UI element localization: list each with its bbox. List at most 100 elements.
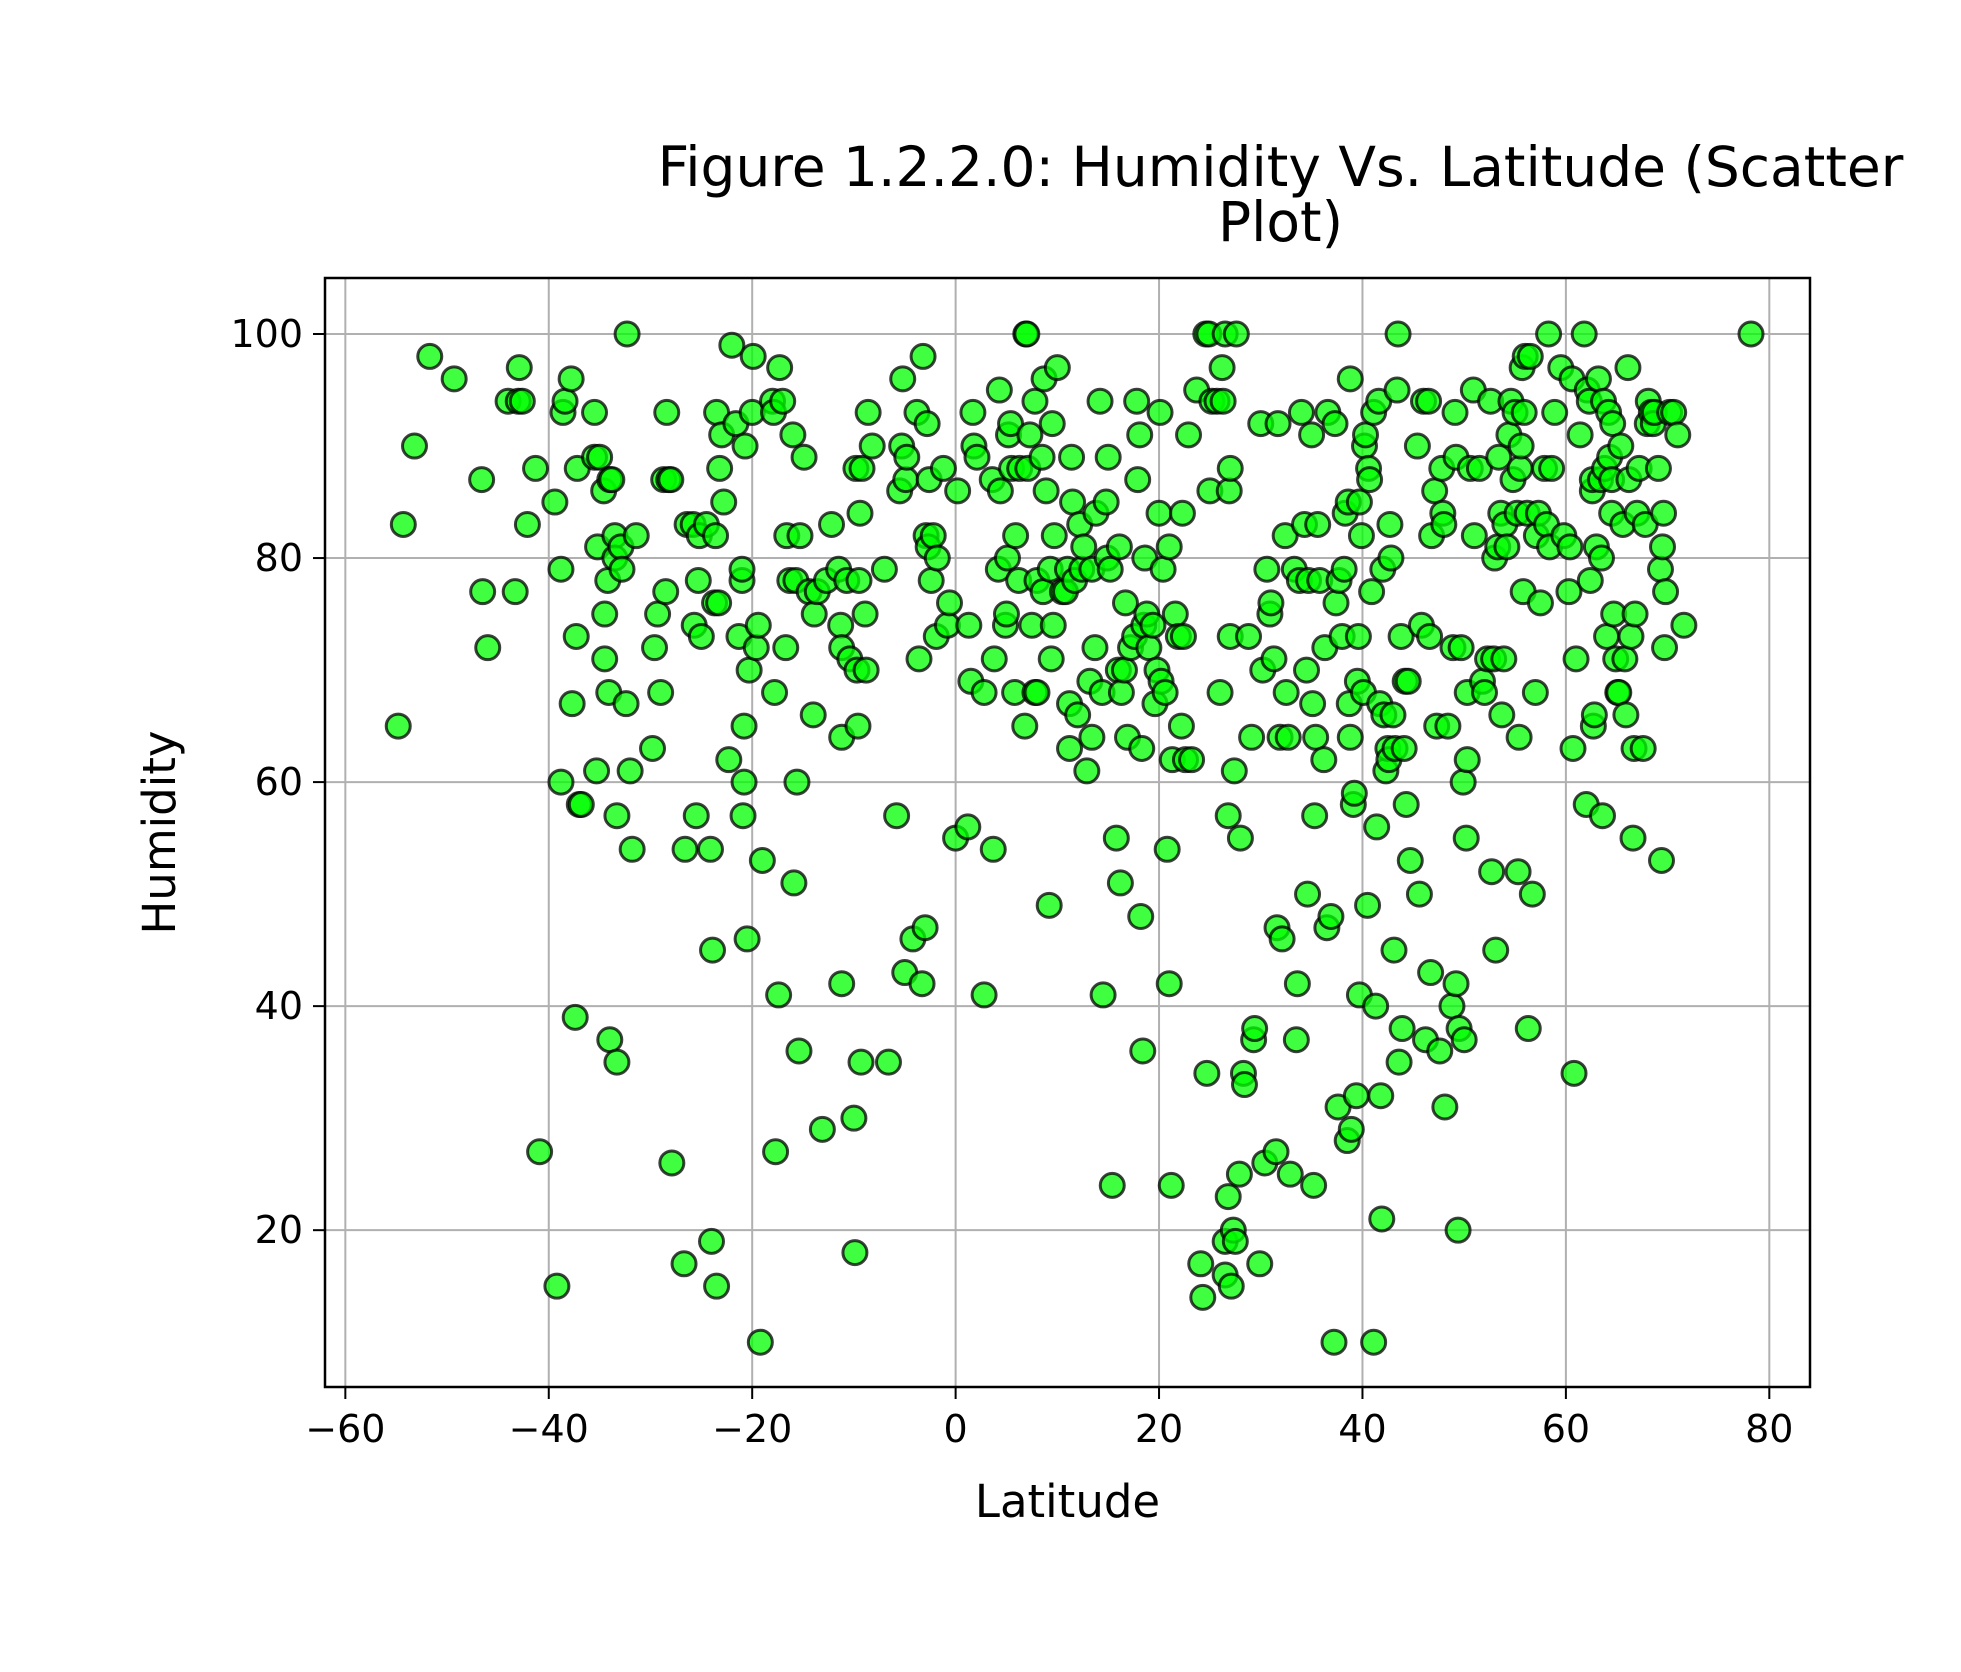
data-point bbox=[844, 712, 872, 740]
data-point bbox=[1488, 701, 1516, 729]
data-point bbox=[992, 600, 1020, 628]
y-tick-label: 60 bbox=[255, 760, 303, 804]
data-point bbox=[384, 712, 412, 740]
data-point bbox=[1086, 387, 1114, 415]
data-point bbox=[1356, 466, 1384, 494]
data-point bbox=[874, 1048, 902, 1076]
data-point bbox=[786, 522, 814, 550]
data-point bbox=[1737, 320, 1765, 348]
data-point bbox=[1589, 802, 1617, 830]
data-point bbox=[730, 768, 758, 796]
data-point bbox=[1363, 813, 1391, 841]
data-point bbox=[1317, 903, 1345, 931]
data-point bbox=[1282, 1026, 1310, 1054]
data-point bbox=[1322, 589, 1350, 617]
data-point bbox=[1002, 522, 1030, 550]
data-point bbox=[1320, 1328, 1348, 1356]
data-point bbox=[905, 645, 933, 673]
data-point bbox=[892, 466, 920, 494]
data-point bbox=[508, 387, 536, 415]
data-point bbox=[440, 365, 468, 393]
data-point bbox=[718, 331, 746, 359]
data-point bbox=[1037, 645, 1065, 673]
x-tick-label: −60 bbox=[305, 1407, 385, 1451]
data-point bbox=[558, 690, 586, 718]
data-point bbox=[1352, 421, 1380, 449]
data-point bbox=[653, 398, 681, 426]
data-point bbox=[1107, 678, 1135, 706]
data-point bbox=[696, 835, 724, 863]
data-point bbox=[1146, 398, 1174, 426]
data-point bbox=[917, 566, 945, 594]
data-point bbox=[1526, 589, 1554, 617]
data-point bbox=[1379, 701, 1407, 729]
data-point bbox=[1302, 723, 1330, 751]
data-point bbox=[567, 790, 595, 818]
data-point bbox=[639, 734, 667, 762]
data-point bbox=[684, 566, 712, 594]
data-point bbox=[1111, 589, 1139, 617]
data-point bbox=[1056, 734, 1084, 762]
data-point bbox=[858, 432, 886, 460]
data-point bbox=[1139, 611, 1167, 639]
data-points bbox=[384, 320, 1765, 1356]
data-point bbox=[1336, 365, 1364, 393]
data-point bbox=[889, 365, 917, 393]
data-point bbox=[847, 1048, 875, 1076]
data-point bbox=[1453, 746, 1481, 774]
data-point bbox=[883, 802, 911, 830]
data-point bbox=[1023, 678, 1051, 706]
data-point bbox=[1485, 443, 1513, 471]
data-point bbox=[1580, 701, 1608, 729]
data-point bbox=[1340, 779, 1368, 807]
data-point bbox=[790, 443, 818, 471]
data-point bbox=[1599, 410, 1627, 438]
data-point bbox=[845, 566, 873, 594]
data-point bbox=[955, 611, 983, 639]
data-point bbox=[762, 1138, 790, 1166]
data-point bbox=[1257, 589, 1285, 617]
data-point bbox=[913, 410, 941, 438]
data-point bbox=[909, 342, 937, 370]
data-point bbox=[1442, 970, 1470, 998]
x-tick-label: 40 bbox=[1338, 1407, 1386, 1451]
data-point bbox=[1330, 555, 1358, 583]
data-point bbox=[929, 454, 957, 482]
data-point bbox=[1230, 1071, 1258, 1099]
data-point bbox=[1383, 376, 1411, 404]
data-point bbox=[731, 432, 759, 460]
data-point bbox=[1447, 634, 1475, 662]
data-point bbox=[1102, 824, 1130, 852]
data-point bbox=[416, 342, 444, 370]
data-point bbox=[993, 544, 1021, 572]
data-point bbox=[846, 499, 874, 527]
data-point bbox=[1587, 544, 1615, 572]
data-point bbox=[1385, 1048, 1413, 1076]
data-point bbox=[468, 466, 496, 494]
data-point bbox=[1011, 712, 1039, 740]
data-point bbox=[818, 510, 846, 538]
data-point bbox=[1362, 992, 1390, 1020]
data-point bbox=[1043, 354, 1071, 382]
data-point bbox=[728, 555, 756, 583]
data-point bbox=[401, 432, 429, 460]
data-point bbox=[658, 1149, 686, 1177]
data-point bbox=[547, 555, 575, 583]
data-point bbox=[505, 354, 533, 382]
data-point bbox=[1514, 1015, 1542, 1043]
data-point bbox=[1660, 398, 1688, 426]
data-point bbox=[612, 690, 640, 718]
data-point bbox=[1214, 802, 1242, 830]
data-point bbox=[1344, 622, 1372, 650]
data-point bbox=[501, 578, 529, 606]
data-point bbox=[522, 454, 550, 482]
data-point bbox=[1360, 1328, 1388, 1356]
data-point bbox=[1368, 1205, 1396, 1233]
x-tick-label: 80 bbox=[1745, 1407, 1793, 1451]
data-point bbox=[389, 510, 417, 538]
data-point bbox=[1208, 354, 1236, 382]
data-point bbox=[1206, 678, 1234, 706]
data-point bbox=[596, 1026, 624, 1054]
y-tick-label: 80 bbox=[255, 536, 303, 580]
data-point bbox=[1178, 746, 1206, 774]
